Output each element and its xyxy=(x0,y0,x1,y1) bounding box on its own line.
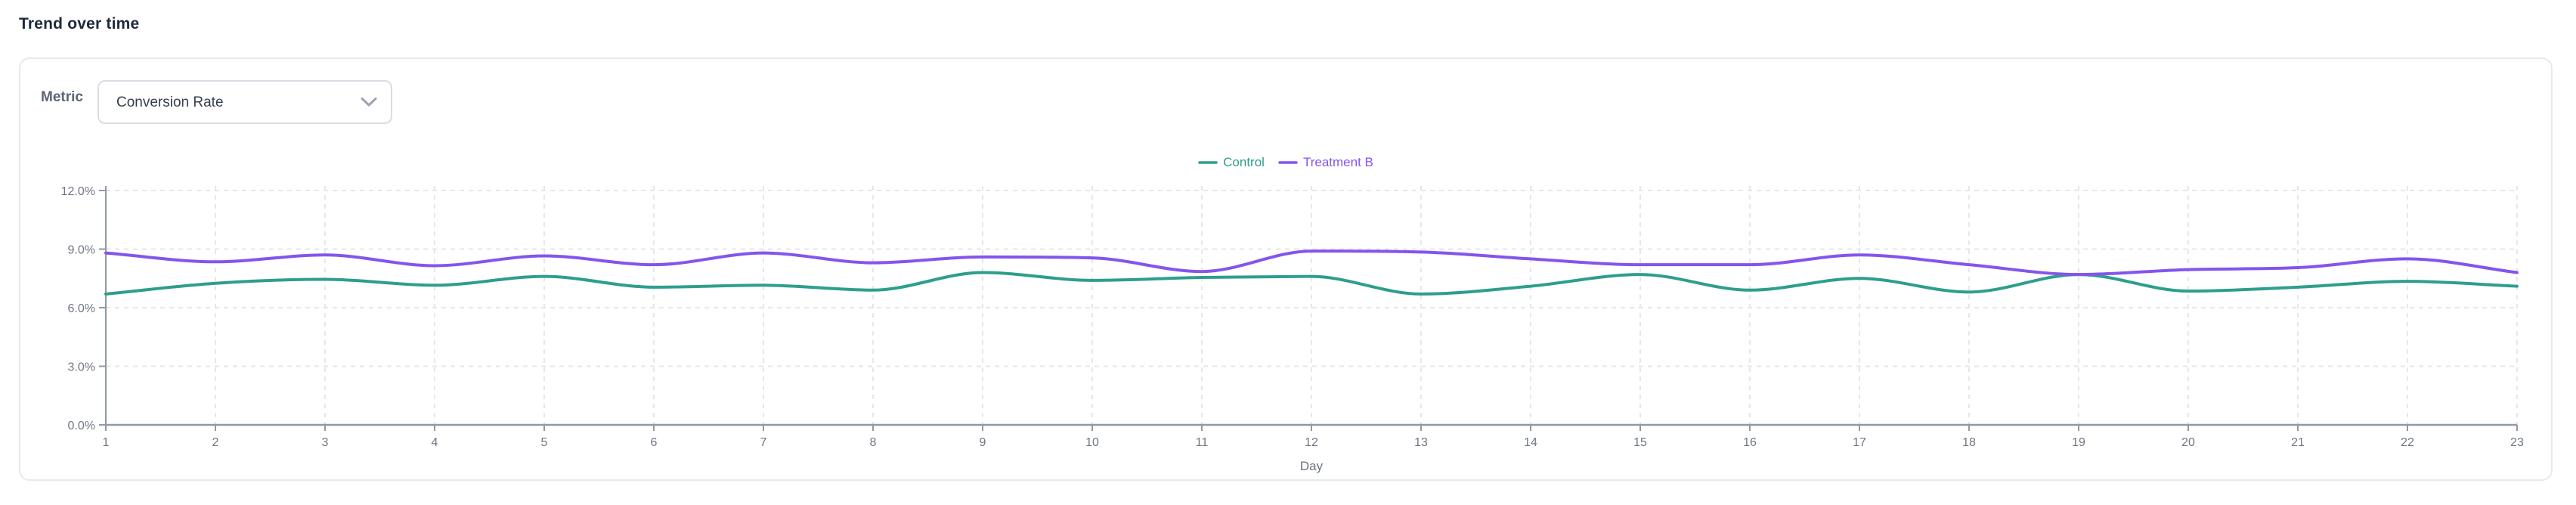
gridlines xyxy=(105,186,2518,426)
x-tick-label: 23 xyxy=(2510,436,2524,449)
x-tick-label: 22 xyxy=(2401,436,2414,449)
chart-legend: Control Treatment B xyxy=(20,153,2551,172)
legend-line-swatch-icon xyxy=(1278,161,1298,164)
metric-label: Metric xyxy=(41,89,83,105)
y-tick-label: 3.0% xyxy=(68,361,95,374)
axis-tick-labels: 0.0%3.0%6.0%9.0%12.0%1 2 3 4 5 6 7 8 9 10 11 12 13 14… xyxy=(61,185,2524,449)
x-tick-label: 2 xyxy=(212,436,219,449)
x-tick-label: 13 xyxy=(1414,436,1428,449)
legend-label: Treatment B xyxy=(1302,155,1373,169)
x-tick-label: 3 xyxy=(322,436,329,449)
y-tick-label: 9.0% xyxy=(68,244,95,257)
x-tick-label: 5 xyxy=(541,436,548,449)
x-tick-label: 10 xyxy=(1085,436,1099,449)
x-tick-label: 1 xyxy=(103,436,110,449)
metric-select-wrap: Conversion Rate xyxy=(98,80,392,124)
x-tick-label: 9 xyxy=(980,436,986,449)
x-tick-label: 15 xyxy=(1633,436,1647,449)
page-title: Trend over time xyxy=(19,15,140,33)
x-tick-label: 16 xyxy=(1743,436,1757,449)
x-tick-label: 11 xyxy=(1196,436,1209,449)
axes xyxy=(99,186,2518,431)
series-line-treatment-b xyxy=(104,249,2519,277)
legend-item-control: Control xyxy=(1198,155,1265,170)
x-tick-label: 17 xyxy=(1853,436,1866,449)
chart-card: Metric Conversion Rate Control Treatment … xyxy=(19,57,2553,481)
y-tick-label: 0.0% xyxy=(68,420,95,432)
legend-line-swatch-icon xyxy=(1198,161,1218,164)
x-tick-label: 8 xyxy=(870,436,877,449)
x-tick-label: 6 xyxy=(651,436,658,449)
x-tick-label: 18 xyxy=(1962,436,1976,449)
x-axis-title: Day xyxy=(1300,459,1324,473)
trend-line-chart: 0.0%3.0%6.0%9.0%12.0%1 2 3 4 5 6 7 8 9 10 11 12 13 14… xyxy=(61,185,2524,473)
x-tick-label: 7 xyxy=(760,436,767,449)
x-tick-label: 21 xyxy=(2291,436,2305,449)
metric-select[interactable]: Conversion Rate xyxy=(98,80,392,124)
x-tick-label: 12 xyxy=(1305,436,1318,449)
legend-item-treatment-b: Treatment B xyxy=(1278,155,1373,170)
y-tick-label: 12.0% xyxy=(61,185,95,198)
x-tick-label: 4 xyxy=(432,436,438,449)
legend-label: Control xyxy=(1223,155,1265,169)
x-tick-label: 20 xyxy=(2181,436,2195,449)
x-tick-label: 19 xyxy=(2072,436,2085,449)
series-line-control xyxy=(104,271,2519,296)
y-tick-label: 6.0% xyxy=(68,302,95,315)
x-tick-label: 14 xyxy=(1524,436,1537,449)
